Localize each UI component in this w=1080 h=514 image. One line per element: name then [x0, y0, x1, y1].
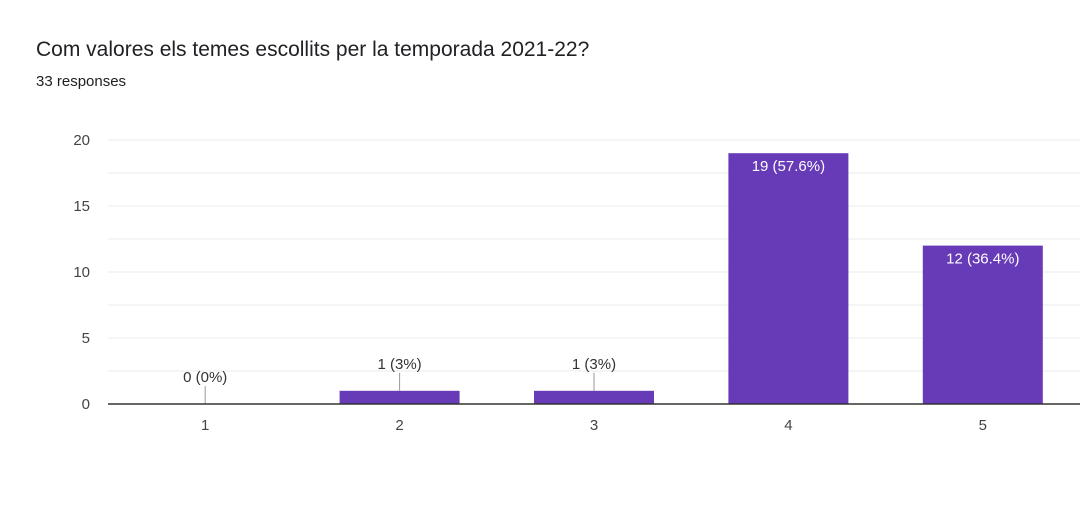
data-label: 1 (3%)	[572, 356, 616, 373]
data-label: 19 (57.6%)	[752, 158, 825, 175]
x-tick-label: 1	[201, 417, 209, 434]
y-tick-label: 0	[82, 396, 90, 413]
x-tick-label: 3	[590, 417, 598, 434]
x-tick-label: 2	[395, 417, 403, 434]
bar	[922, 245, 1043, 404]
bar	[534, 390, 654, 404]
x-tick-label: 5	[979, 417, 987, 434]
x-tick-label: 4	[784, 417, 792, 434]
chart-title: Com valores els temes escollits per la t…	[36, 38, 590, 61]
data-label: 1 (3%)	[378, 356, 422, 373]
y-tick-label: 20	[73, 132, 90, 149]
response-count: 33 responses	[36, 73, 127, 90]
bar	[728, 153, 849, 404]
y-tick-label: 5	[82, 330, 90, 347]
y-tick-label: 10	[73, 264, 90, 281]
data-label: 12 (36.4%)	[946, 251, 1019, 268]
y-tick-label: 15	[73, 198, 90, 215]
bar	[339, 390, 460, 404]
data-label: 0 (0%)	[183, 369, 227, 386]
